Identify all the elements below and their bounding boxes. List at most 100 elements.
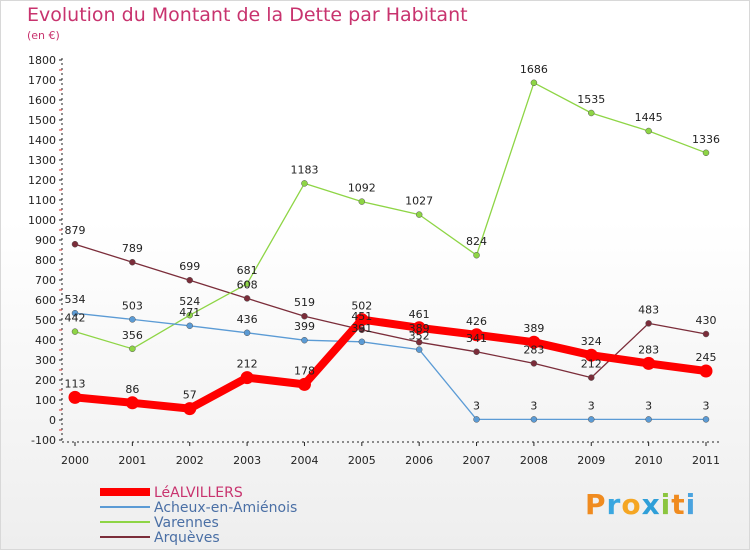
data-point xyxy=(129,316,136,323)
data-point xyxy=(645,127,652,135)
data-label: 399 xyxy=(294,320,315,333)
data-point xyxy=(588,109,595,117)
legend-label: Varennes xyxy=(154,515,219,531)
data-label: 534 xyxy=(65,293,86,306)
x-tick-label: 2000 xyxy=(61,454,89,467)
logo-letter: o xyxy=(621,488,642,521)
data-label: 426 xyxy=(466,315,487,328)
data-label: 389 xyxy=(409,322,430,335)
y-tick-label: 700 xyxy=(35,274,56,287)
data-label: 3 xyxy=(703,399,710,412)
x-tick-label: 2001 xyxy=(118,454,146,467)
x-tick-label: 2004 xyxy=(290,454,318,467)
data-point xyxy=(301,312,308,320)
data-label: 3 xyxy=(473,399,480,412)
data-point xyxy=(68,390,82,404)
data-label: 283 xyxy=(523,343,544,356)
data-label: 1445 xyxy=(635,111,663,124)
data-label: 789 xyxy=(122,242,143,255)
data-point xyxy=(415,211,423,218)
data-point xyxy=(415,346,423,353)
data-label: 608 xyxy=(237,278,258,291)
y-tick-label: 1300 xyxy=(28,154,56,167)
data-point xyxy=(699,364,713,378)
data-point xyxy=(530,79,538,87)
data-label: 1027 xyxy=(405,195,433,208)
data-label: 352 xyxy=(409,330,430,343)
series-line-3 xyxy=(74,243,707,379)
data-point xyxy=(358,326,366,334)
data-point xyxy=(186,311,193,319)
x-tick-label: 2009 xyxy=(577,454,605,467)
data-label: 681 xyxy=(237,264,258,277)
proxiti-logo: Proxiti xyxy=(585,488,696,521)
logo-letter: i xyxy=(685,488,697,521)
data-point xyxy=(71,328,79,335)
data-point xyxy=(412,321,426,335)
data-point xyxy=(297,377,311,391)
data-label: 503 xyxy=(122,299,143,312)
legend-label: Acheux-en-Amiénois xyxy=(154,500,297,516)
data-point xyxy=(530,416,538,423)
series-line-0 xyxy=(74,315,707,413)
data-point xyxy=(243,295,251,302)
x-tick-label: 2010 xyxy=(635,454,663,467)
data-point xyxy=(240,371,254,385)
logo-letter: P xyxy=(585,488,607,521)
series-line-2 xyxy=(74,82,707,350)
data-label: 1092 xyxy=(348,182,376,195)
data-label: 502 xyxy=(351,300,372,313)
data-point xyxy=(301,336,308,344)
data-label: 471 xyxy=(179,306,200,319)
data-point xyxy=(645,320,652,327)
x-tick-label: 2011 xyxy=(692,454,720,467)
x-tick-label: 2005 xyxy=(348,454,376,467)
data-label: 430 xyxy=(696,314,717,327)
logo-letter: i xyxy=(660,488,672,521)
data-label: 1183 xyxy=(290,163,318,176)
data-label: 3 xyxy=(530,399,537,412)
data-label: 324 xyxy=(581,335,602,348)
data-point xyxy=(702,330,710,338)
logo-letter: t xyxy=(671,488,686,521)
data-point xyxy=(473,416,480,423)
data-point xyxy=(415,338,423,346)
data-label: 178 xyxy=(294,364,315,377)
x-tick-label: 2003 xyxy=(233,454,261,467)
data-label: 389 xyxy=(523,322,544,335)
data-point xyxy=(702,149,710,157)
data-label: 879 xyxy=(65,224,86,237)
chart-title: Evolution du Montant de la Dette par Hab… xyxy=(27,4,468,26)
data-point xyxy=(355,313,369,327)
data-label: 212 xyxy=(581,358,602,371)
data-label: 86 xyxy=(125,383,139,396)
y-tick-label: 800 xyxy=(35,254,56,267)
data-point xyxy=(125,396,139,410)
data-point xyxy=(71,240,79,248)
x-tick-label: 2008 xyxy=(520,454,548,467)
data-point xyxy=(243,329,251,337)
data-label: 391 xyxy=(351,322,372,335)
x-tick-label: 2007 xyxy=(463,454,491,467)
y-tick-label: 100 xyxy=(35,394,56,407)
logo-letter: x xyxy=(641,488,661,521)
data-point xyxy=(129,258,136,266)
data-point xyxy=(71,309,79,317)
logo-letter: r xyxy=(606,488,622,521)
y-tick-label: -100 xyxy=(31,434,56,447)
y-tick-label: 500 xyxy=(35,314,56,327)
data-label: 442 xyxy=(65,312,86,325)
data-label: 1686 xyxy=(520,63,548,76)
data-label: 1336 xyxy=(692,133,720,146)
data-label: 483 xyxy=(638,303,659,316)
data-point xyxy=(470,328,484,342)
y-tick-label: 300 xyxy=(35,354,56,367)
y-tick-label: 1400 xyxy=(28,134,56,147)
legend-label: LéALVILLERS xyxy=(154,485,243,501)
y-tick-label: 1700 xyxy=(28,74,56,87)
data-label: 341 xyxy=(466,332,487,345)
data-label: 524 xyxy=(179,295,200,308)
data-label: 1535 xyxy=(577,93,605,106)
